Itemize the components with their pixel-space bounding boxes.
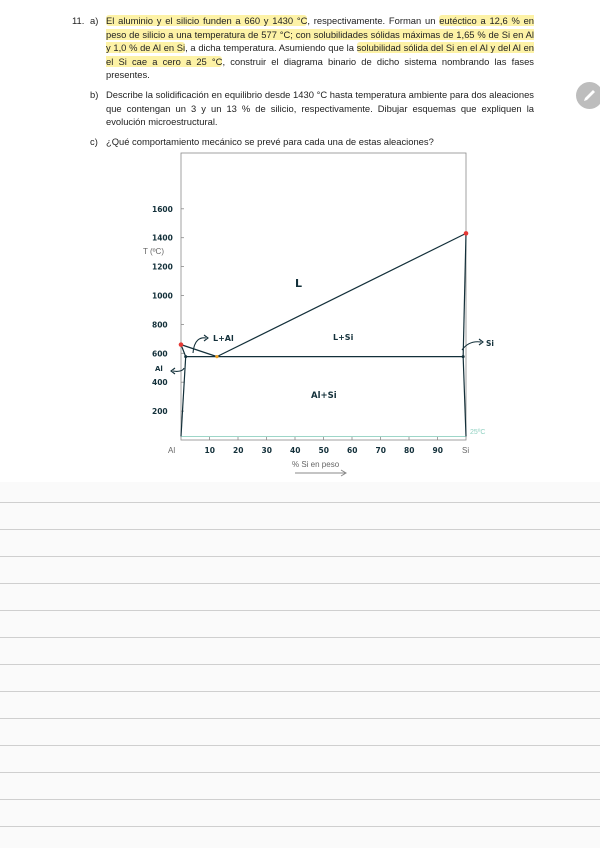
ruled-line — [0, 799, 600, 800]
arrow-icon — [295, 469, 347, 477]
y-tick-label: 600 — [152, 349, 168, 358]
text: , a dicha temperatura. Asumiendo que la — [185, 42, 357, 54]
x-tick-label: 50 — [319, 446, 329, 455]
x-tick-label: 40 — [290, 446, 300, 455]
x-tick-label: 70 — [376, 446, 386, 455]
y-tick-label: 1000 — [152, 292, 173, 301]
x-label-si: Si — [462, 446, 469, 455]
x-tick-label: 10 — [205, 446, 215, 455]
x-tick-label: 20 — [233, 446, 243, 455]
ruled-line — [0, 826, 600, 827]
y-tick-label: 800 — [152, 320, 168, 329]
text: , construir el diagrama binario de dicho… — [106, 55, 534, 81]
ruled-line — [0, 556, 600, 557]
phase-arrows — [170, 334, 484, 375]
pencil-icon — [584, 90, 595, 101]
ruled-line — [0, 502, 600, 503]
melting-point-si — [463, 231, 469, 236]
melting-point-al — [178, 342, 184, 347]
solubility-point-al — [184, 355, 188, 359]
y-tick-label: 1400 — [152, 234, 173, 243]
x-tick-label: 90 — [433, 446, 443, 455]
phase-label-al-si: Al+Si — [311, 391, 337, 401]
ruled-line — [0, 529, 600, 530]
x-tick-label: 80 — [404, 446, 414, 455]
solvus-si — [462, 356, 467, 437]
liquidus-al — [180, 344, 218, 358]
question-number: 11. — [72, 15, 85, 26]
liquidus-si — [216, 232, 467, 358]
part-b-text: Describe la solidificación en equilibrio… — [106, 88, 534, 128]
phase-label-si: Si — [486, 339, 494, 348]
room-temp-label: 25ºC — [470, 429, 485, 436]
part-a: 11. a) El aluminio y el silicio funden a… — [72, 14, 535, 82]
ruled-line — [0, 745, 600, 746]
solidus-si — [462, 233, 467, 357]
part-a-text: El aluminio y el silicio funden a 660 y … — [106, 14, 535, 82]
part-a-label: a) — [90, 15, 99, 26]
phase-label-l-si: L+Si — [333, 333, 354, 342]
part-c: c) ¿Qué comportamiento mecánico se prevé… — [72, 135, 534, 149]
phase-label-liquid: L — [295, 277, 302, 290]
question-block: 11. a) El aluminio y el silicio funden a… — [72, 14, 535, 149]
phase-label-l-al: L+Al — [213, 334, 234, 343]
ruled-line — [0, 718, 600, 719]
ruled-line — [0, 772, 600, 773]
solubility-point-si — [461, 355, 465, 359]
ruled-line — [0, 664, 600, 665]
eutectic-point — [215, 355, 219, 359]
ruled-line — [0, 691, 600, 692]
edit-button[interactable] — [576, 82, 600, 109]
phase-diagram: 1600 1400 1200 1000 800 600 400 200 10 20 30 40 50 60… — [143, 152, 494, 477]
y-tick-label: 400 — [152, 378, 168, 387]
y-tick-label: 200 — [152, 407, 168, 416]
x-axis-label: % Si en peso — [292, 460, 340, 469]
y-tick-label: 1200 — [152, 263, 173, 272]
text: , respectivamente. Forman un — [307, 15, 440, 26]
solvus-al — [180, 356, 187, 437]
part-c-label: c) — [90, 135, 98, 147]
part-c-text: ¿Qué comportamiento mecánico se prevé pa… — [106, 135, 434, 147]
notes-area[interactable] — [0, 482, 600, 848]
ruled-line — [0, 637, 600, 638]
x-label-al: Al — [168, 446, 175, 455]
x-tick-label: 30 — [262, 446, 272, 455]
y-tick-label: 1600 — [152, 205, 173, 214]
highlighted-text: El aluminio y el silicio funden a 660 y … — [106, 15, 308, 26]
y-axis-label: T (ºC) — [143, 247, 164, 256]
part-b-label: b) — [90, 88, 99, 100]
ruled-line — [0, 583, 600, 584]
x-tick-label: 60 — [347, 446, 357, 455]
ruled-line — [0, 610, 600, 611]
phase-label-al: Al — [155, 365, 163, 373]
part-b: b) Describe la solidificación en equilib… — [72, 88, 534, 129]
